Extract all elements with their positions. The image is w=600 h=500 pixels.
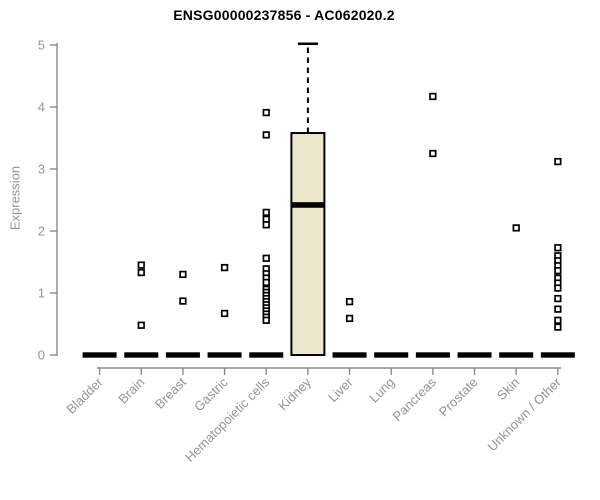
zero-box [332,352,367,358]
outlier-point [262,221,270,229]
zero-box [499,352,534,358]
chart-title: ENSG00000237856 - AC062020.2 [173,7,395,23]
y-tick-label: 3 [38,162,45,177]
zero-box [457,352,492,358]
outlier-point [554,316,562,324]
zero-box [374,352,409,358]
zero-box [124,352,159,358]
outlier-point [262,316,270,324]
zero-box [82,352,117,358]
outlier-point [137,261,145,269]
zero-box [249,352,284,358]
outlier-point [554,244,562,252]
outlier-point [554,284,562,292]
x-category-label: Skin [494,375,522,403]
zero-box [207,352,242,358]
outlier-point [137,321,145,329]
outlier-point [220,309,229,318]
x-category-label: Bladder [63,374,106,417]
x-category-label: Prostate [436,375,481,420]
y-tick-label: 2 [38,224,45,239]
box [290,132,326,356]
outlier-point [345,314,354,323]
outlier-point [179,270,187,279]
x-category-label: Gastric [191,374,231,414]
x-category-label: Brain [115,375,147,407]
outlier-point [429,149,437,158]
zero-box [540,352,575,358]
outlier-point [345,298,354,306]
y-tick-label: 1 [38,286,45,301]
x-category-label: Pancreas [390,374,440,424]
outlier-point [262,278,270,287]
zero-box [415,352,450,358]
outlier-point [554,305,562,313]
zero-box [165,352,200,358]
x-category-label: Liver [325,374,356,405]
x-category-label: Kidney [275,374,314,413]
outlier-point [262,131,270,139]
median-line [291,202,325,208]
outlier-point [262,254,270,262]
x-category-label: Breast [152,374,189,411]
outlier-point [179,297,187,305]
outlier-point [429,92,437,101]
x-category-label: Lung [366,375,397,406]
outlier-point [554,323,562,331]
outlier-point [554,157,562,166]
outlier-point [220,263,229,272]
outlier-point [262,108,270,117]
outlier-point [554,294,562,303]
y-tick-label: 5 [38,38,45,53]
outlier-point [137,268,145,277]
x-category-label: Unknown / Other [484,374,564,454]
y-tick-label: 4 [38,100,45,115]
outlier-point [262,208,270,217]
outlier-point [554,267,562,275]
outlier-point [512,224,520,232]
y-tick-label: 0 [38,348,45,363]
